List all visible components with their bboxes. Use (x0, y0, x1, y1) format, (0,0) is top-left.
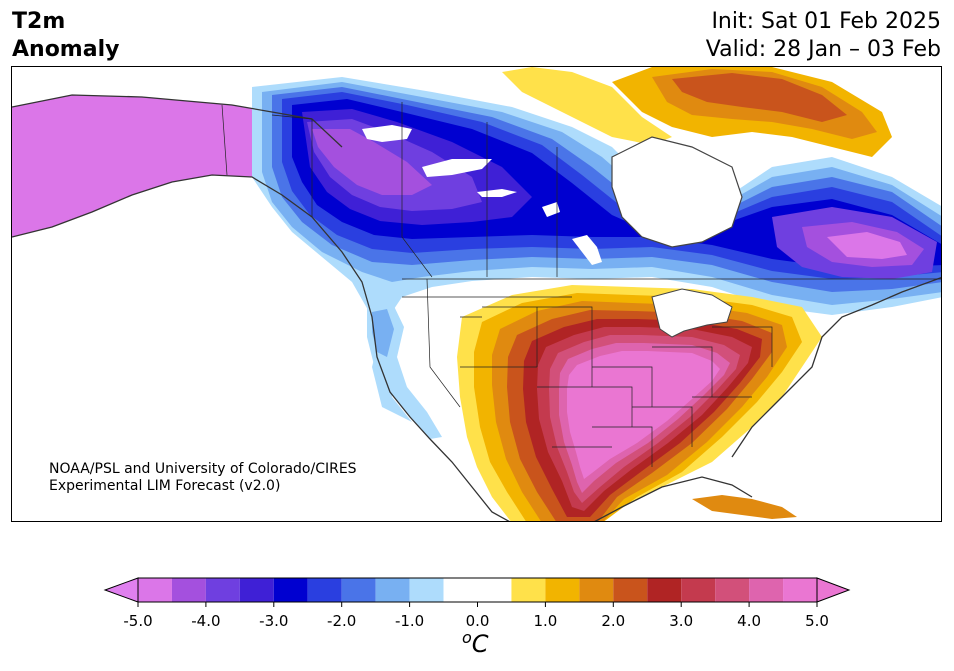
unit-label: C (471, 630, 489, 658)
credit-line-2: Experimental LIM Forecast (v2.0) (49, 478, 281, 494)
colorbar-swatches (103, 577, 851, 603)
colorbar-swatch (681, 578, 716, 602)
hudson-bay (611, 136, 743, 248)
lake-1 (362, 125, 412, 142)
colorbar-unit: oC (462, 628, 489, 658)
cold-west-coast-inner (372, 309, 394, 357)
lake-4 (542, 202, 560, 217)
colorbar-swatch (307, 578, 342, 602)
colorbar-swatch (409, 578, 444, 602)
colorbar-swatch (239, 578, 274, 602)
map-canvas (12, 67, 941, 521)
warm-cuba (692, 495, 797, 519)
coastline (12, 94, 941, 521)
colorbar-swatch (375, 578, 410, 602)
colorbar-tick-label: 4.0 (737, 612, 761, 630)
colorbar-swatch (341, 578, 376, 602)
valid-period: Valid: 28 Jan – 03 Feb (705, 37, 941, 62)
colorbar-tick-label: 2.0 (601, 612, 625, 630)
colorbar-swatch (783, 578, 817, 602)
colorbar-over-arrow (816, 577, 851, 603)
variable-label: T2m (12, 9, 66, 34)
colorbar-swatch (443, 578, 512, 602)
colorbar-swatch (613, 578, 648, 602)
lake-5 (572, 235, 602, 265)
unit-prefix: o (462, 628, 472, 647)
field-label: Anomaly (12, 37, 120, 62)
warm-greenland-core (672, 73, 847, 122)
colorbar-swatch (511, 578, 546, 602)
state-borders (402, 278, 941, 467)
colorbar-under-arrow (103, 577, 139, 603)
lake-2 (422, 159, 492, 177)
colorbar-tick-label: -1.0 (395, 612, 424, 630)
colorbar-swatch (715, 578, 750, 602)
colorbar-swatch (647, 578, 682, 602)
colorbar-tick-label: -5.0 (123, 612, 152, 630)
colorbar-swatch (273, 578, 308, 602)
colorbar-swatch (545, 578, 580, 602)
colorbar-ticks: -5.0 -4.0 -3.0 -2.0 -1.0 0.0 1.0 2.0 3.0 4.0 5.0 (123, 602, 829, 630)
colorbar-tick-label: -2.0 (327, 612, 356, 630)
anomaly-map: NOAA/PSL and University of Colorado/CIRE… (11, 66, 942, 522)
colorbar-swatch (138, 578, 172, 602)
canada-provinces (221, 102, 558, 278)
great-lakes (651, 288, 733, 338)
warm-arctic-islands (502, 67, 672, 145)
colorbar-tick-label: 0.0 (466, 612, 490, 630)
colorbar-swatch (749, 578, 784, 602)
cold-core-east-center (827, 232, 907, 259)
colorbar-tick-label: 5.0 (805, 612, 829, 630)
colorbar-tick-label: -4.0 (191, 612, 220, 630)
colorbar-tick-label: -3.0 (259, 612, 288, 630)
colorbar-tick-label: 1.0 (533, 612, 557, 630)
forecast-dates: Init: Sat 01 Feb 2025 Valid: 28 Jan – 03… (706, 8, 941, 64)
colorbar-swatch (171, 578, 206, 602)
colorbar-swatch (205, 578, 240, 602)
colorbar-tick-label: 3.0 (669, 612, 693, 630)
init-date: Init: Sat 01 Feb 2025 (711, 9, 941, 34)
map-title: T2m Anomaly (12, 8, 119, 64)
credit-text: NOAA/PSL and University of Colorado/CIRE… (49, 461, 357, 495)
credit-line-1: NOAA/PSL and University of Colorado/CIRE… (49, 461, 357, 477)
colorbar-swatch (579, 578, 614, 602)
